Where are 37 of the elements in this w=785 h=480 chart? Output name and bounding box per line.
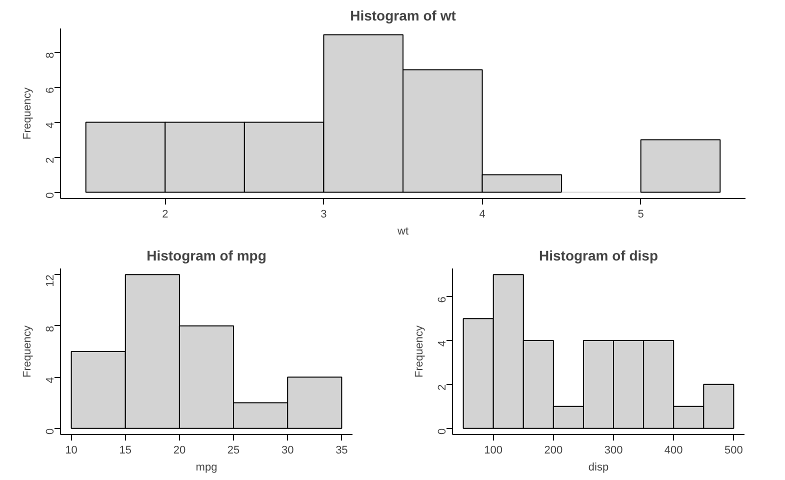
chart-title: Histogram of mpg <box>146 248 266 264</box>
y-tick-label: 6 <box>44 87 56 94</box>
y-tick-label: 4 <box>44 122 56 128</box>
chart-title: Histogram of wt <box>350 8 456 24</box>
x-tick-label: 200 <box>544 444 563 456</box>
y-tick-label: 12 <box>44 274 56 287</box>
y-tick-label: 8 <box>44 326 56 332</box>
y-tick-label: 0 <box>44 428 56 434</box>
y-axis-title: Frequency <box>22 87 34 140</box>
x-axis-title: wt <box>396 226 408 238</box>
x-axis-title: mpg <box>196 462 218 474</box>
y-tick-label: 4 <box>44 377 56 384</box>
y-axis-title: Frequency <box>22 325 34 378</box>
x-tick-label: 35 <box>336 444 348 456</box>
x-tick-label: 10 <box>65 444 78 456</box>
x-tick-label: 500 <box>724 444 743 456</box>
y-tick-label: 2 <box>44 157 56 164</box>
x-tick-label: 400 <box>664 444 683 456</box>
x-axis-title: disp <box>588 462 609 474</box>
chart-title: Histogram of disp <box>538 248 658 264</box>
x-tick-label: 2 <box>162 208 168 220</box>
y-tick-label: 8 <box>44 52 56 58</box>
x-tick-label: 4 <box>479 208 486 220</box>
y-tick-label: 0 <box>44 192 56 198</box>
x-tick-label: 100 <box>484 444 503 456</box>
x-tick-label: 25 <box>227 444 240 456</box>
y-tick-label: 0 <box>436 428 448 434</box>
y-tick-label: 2 <box>436 384 448 391</box>
x-tick-label: 20 <box>173 444 186 456</box>
x-tick-label: 3 <box>320 208 327 220</box>
y-axis-title: Frequency <box>414 325 426 378</box>
y-tick-label: 6 <box>436 296 448 303</box>
x-tick-label: 15 <box>119 444 132 456</box>
x-tick-label: 300 <box>604 444 623 456</box>
x-tick-label: 5 <box>638 208 644 220</box>
x-tick-label: 30 <box>281 444 294 456</box>
y-tick-label: 4 <box>436 340 448 347</box>
